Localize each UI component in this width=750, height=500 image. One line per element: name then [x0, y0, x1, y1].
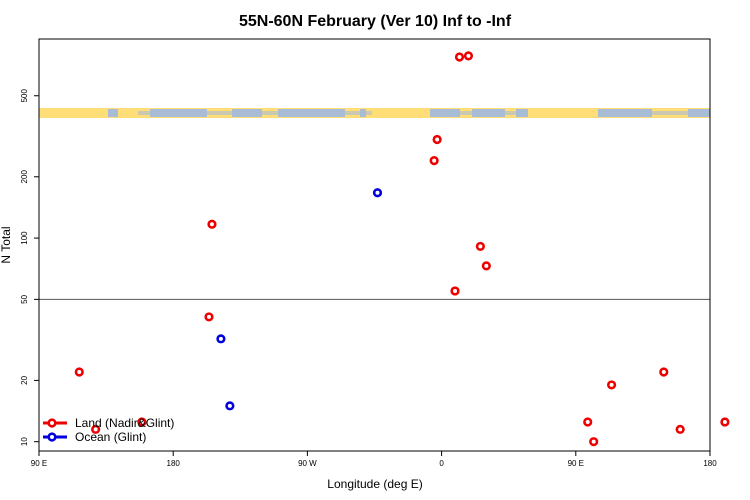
land-point	[589, 437, 599, 447]
map-ocean	[278, 109, 345, 117]
map-ocean	[232, 109, 262, 117]
land-point	[481, 261, 491, 271]
map-ocean	[150, 109, 207, 117]
land-point	[450, 286, 460, 296]
map-ocean-patch	[652, 111, 688, 115]
ocean-point	[216, 334, 226, 344]
land-point	[432, 134, 442, 145]
ocean-point	[225, 401, 235, 411]
chart-title: 55N-60N February (Ver 10) Inf to -Inf	[239, 13, 512, 30]
y-tick-label: 20	[20, 375, 29, 384]
land-point	[74, 367, 84, 377]
map-ocean-patch	[262, 111, 278, 115]
y-tick-label: 10	[20, 437, 29, 446]
land-point	[207, 219, 217, 229]
map-ocean-patch	[366, 111, 372, 115]
legend-label: Land (Nadir&Glint)	[75, 416, 174, 430]
data-points	[74, 51, 730, 447]
ocean-point	[372, 188, 383, 198]
x-axis-ticks: 90 E 180 90 W 0 90 E 180	[31, 451, 717, 468]
y-axis-ticks: 10 20 50 100 200 500	[20, 89, 39, 446]
map-ocean	[360, 109, 366, 117]
land-point	[91, 424, 101, 434]
land-point	[606, 380, 617, 390]
land-point	[475, 241, 485, 252]
x-tick-label: 0	[439, 459, 444, 468]
x-tick-label: 180	[703, 459, 717, 468]
land-point	[583, 417, 593, 427]
y-tick-label: 200	[20, 170, 29, 184]
legend: Land (Nadir&Glint)Ocean (Glint)	[43, 416, 174, 444]
map-ocean-patch	[207, 111, 232, 115]
land-point	[463, 51, 474, 61]
legend-label: Ocean (Glint)	[75, 430, 146, 444]
land-point	[659, 367, 669, 377]
legend-marker	[47, 418, 57, 428]
x-tick-label: 90 E	[31, 459, 47, 468]
land-point	[720, 417, 730, 427]
x-tick-label: 90 E	[568, 459, 584, 468]
map-ocean	[598, 109, 652, 117]
land-point	[675, 424, 685, 434]
map-ocean	[516, 109, 528, 117]
map-ocean	[108, 109, 118, 117]
map-land	[39, 108, 710, 118]
legend-marker	[47, 432, 57, 442]
land-point	[137, 417, 147, 427]
land-point	[204, 312, 214, 322]
land-ocean-map-strip	[39, 108, 710, 118]
y-axis-label: N Total	[0, 226, 13, 263]
plot-frame	[38, 38, 711, 452]
map-ocean-patch	[460, 111, 472, 115]
map-ocean-patch	[505, 111, 516, 115]
land-point	[454, 52, 465, 62]
land-point	[429, 156, 439, 166]
x-axis-label: Longitude (deg E)	[327, 477, 422, 491]
map-ocean-patch	[138, 111, 150, 115]
map-ocean	[430, 109, 460, 117]
map-ocean	[472, 109, 505, 117]
x-tick-label: 180	[167, 459, 181, 468]
y-tick-label: 500	[20, 89, 29, 103]
y-tick-label: 100	[20, 231, 29, 245]
map-ocean	[688, 109, 710, 117]
map-ocean-patch	[345, 111, 360, 115]
y-tick-label: 50	[20, 294, 29, 303]
x-tick-label: 90 W	[298, 459, 317, 468]
